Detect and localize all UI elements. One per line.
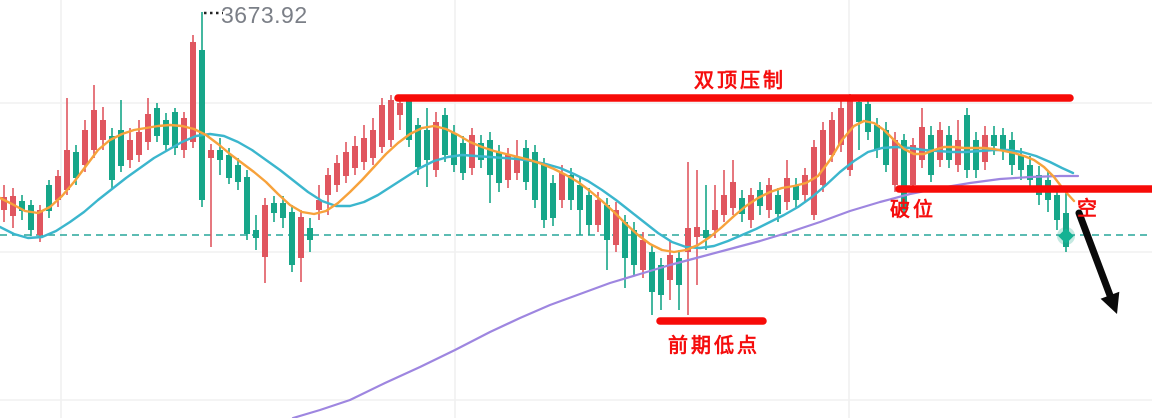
high-price-label: 3673.92 xyxy=(221,2,308,28)
drawn-annotations xyxy=(204,11,1152,325)
double-top-pressure-label: 双顶压制 xyxy=(694,70,786,92)
candles xyxy=(1,12,1069,315)
breakdown-label: 破位 xyxy=(890,199,936,221)
moving-average-lines xyxy=(0,119,1080,418)
short-label: 空 xyxy=(1077,198,1100,220)
previous-low-label: 前期低点 xyxy=(668,335,760,357)
